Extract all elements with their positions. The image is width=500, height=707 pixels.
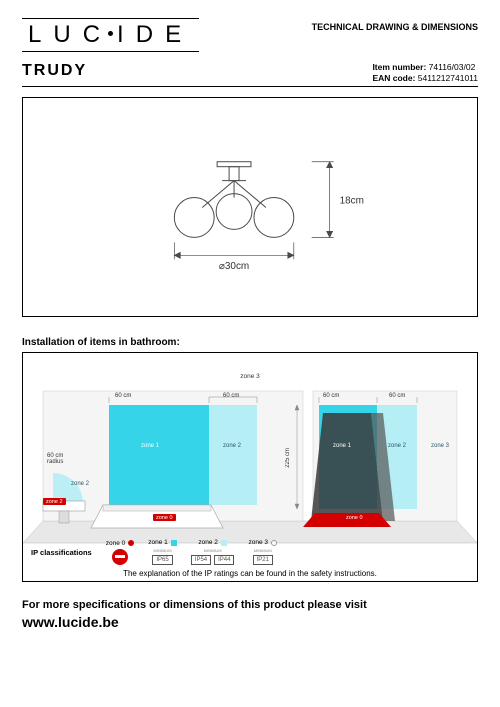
product-codes: Item number: 74116/03/02 EAN code: 54112… xyxy=(372,62,478,84)
ean-label: EAN code: xyxy=(372,73,415,83)
ip-note: The explanation of the IP ratings can be… xyxy=(23,569,477,578)
ip-zone2: zone 2 MINIMUM IP54 IP44 xyxy=(191,539,235,565)
technical-drawing: ⌀30cm 18cm xyxy=(22,97,478,317)
ip-code: IP21 xyxy=(253,555,273,565)
zone3-top-label: zone 3 xyxy=(240,373,260,380)
zone2-txt-sink: zone 2 xyxy=(71,481,89,487)
logo-letter: L xyxy=(28,21,53,48)
zone0-badge-2: zone 0 xyxy=(343,514,366,521)
product-name: TRUDY xyxy=(22,62,87,84)
product-row: TRUDY Item number: 74116/03/02 EAN code:… xyxy=(22,62,478,87)
zone1-swatch-icon xyxy=(171,540,177,546)
footer-url: www.lucide.be xyxy=(22,613,478,633)
brand-logo: LUCIDE xyxy=(22,18,199,52)
logo-letter: I xyxy=(117,21,136,48)
page-title: TECHNICAL DRAWING & DIMENSIONS xyxy=(312,18,478,32)
footer: For more specifications or dimensions of… xyxy=(22,598,478,633)
zone2-badge: zone 2 xyxy=(43,498,66,505)
zone0-badge-1: zone 0 xyxy=(153,514,176,521)
bathroom-section-title: Installation of items in bathroom: xyxy=(22,337,478,348)
dim-60-1: 60 cm xyxy=(115,393,131,399)
zone1-txt-1: zone 1 xyxy=(141,443,159,449)
dim-60-3: 60 cm xyxy=(323,393,339,399)
no-entry-icon xyxy=(112,549,128,565)
ip-zone3: zone 3 MINIMUM IP21 xyxy=(248,539,277,565)
ip-classification-row: IP classifications zone 0 zone 1 MINIMUM… xyxy=(31,539,469,565)
item-number-label: Item number: xyxy=(372,62,426,72)
dim-60-2: 60 cm xyxy=(223,393,239,399)
zone3-txt-2: zone 3 xyxy=(431,443,449,449)
ip-code: IP65 xyxy=(152,555,172,565)
zone3-swatch-icon xyxy=(271,540,277,546)
ean-value: 5411212741011 xyxy=(418,73,478,83)
item-number-value: 74116/03/02 xyxy=(429,62,476,72)
width-dimension: ⌀30cm xyxy=(219,261,249,272)
logo-letter: U xyxy=(53,21,82,48)
height-dimension: 18cm xyxy=(340,196,364,207)
ip-zone0: zone 0 xyxy=(106,540,135,565)
header-row: LUCIDE TECHNICAL DRAWING & DIMENSIONS xyxy=(22,18,478,52)
zone1-txt-2: zone 1 xyxy=(333,443,351,449)
ip-title: IP classifications xyxy=(31,548,92,557)
footer-line: For more specifications or dimensions of… xyxy=(22,598,478,613)
dim-60-4: 60 cm xyxy=(389,393,405,399)
drawing-svg: ⌀30cm 18cm xyxy=(23,98,477,317)
zone2-swatch-icon xyxy=(221,540,227,546)
ip-code: IP44 xyxy=(214,555,234,565)
bathroom-diagram: zone 3 60 cm 60 cm 60 cm 60 cm 60 cm rad… xyxy=(22,352,478,582)
dim-60-radius: 60 cm radius xyxy=(47,453,63,465)
logo-letter: E xyxy=(165,21,193,48)
zone0-swatch-icon xyxy=(128,540,134,546)
zone2-txt-2: zone 2 xyxy=(388,443,406,449)
logo-letter: D xyxy=(136,21,165,48)
ip-code: IP54 xyxy=(191,555,211,565)
ip-zone1: zone 1 MINIMUM IP65 xyxy=(148,539,177,565)
logo-dot-icon xyxy=(108,31,113,36)
dim-225: 225 cm xyxy=(285,448,291,468)
zone2-txt-1: zone 2 xyxy=(223,443,241,449)
